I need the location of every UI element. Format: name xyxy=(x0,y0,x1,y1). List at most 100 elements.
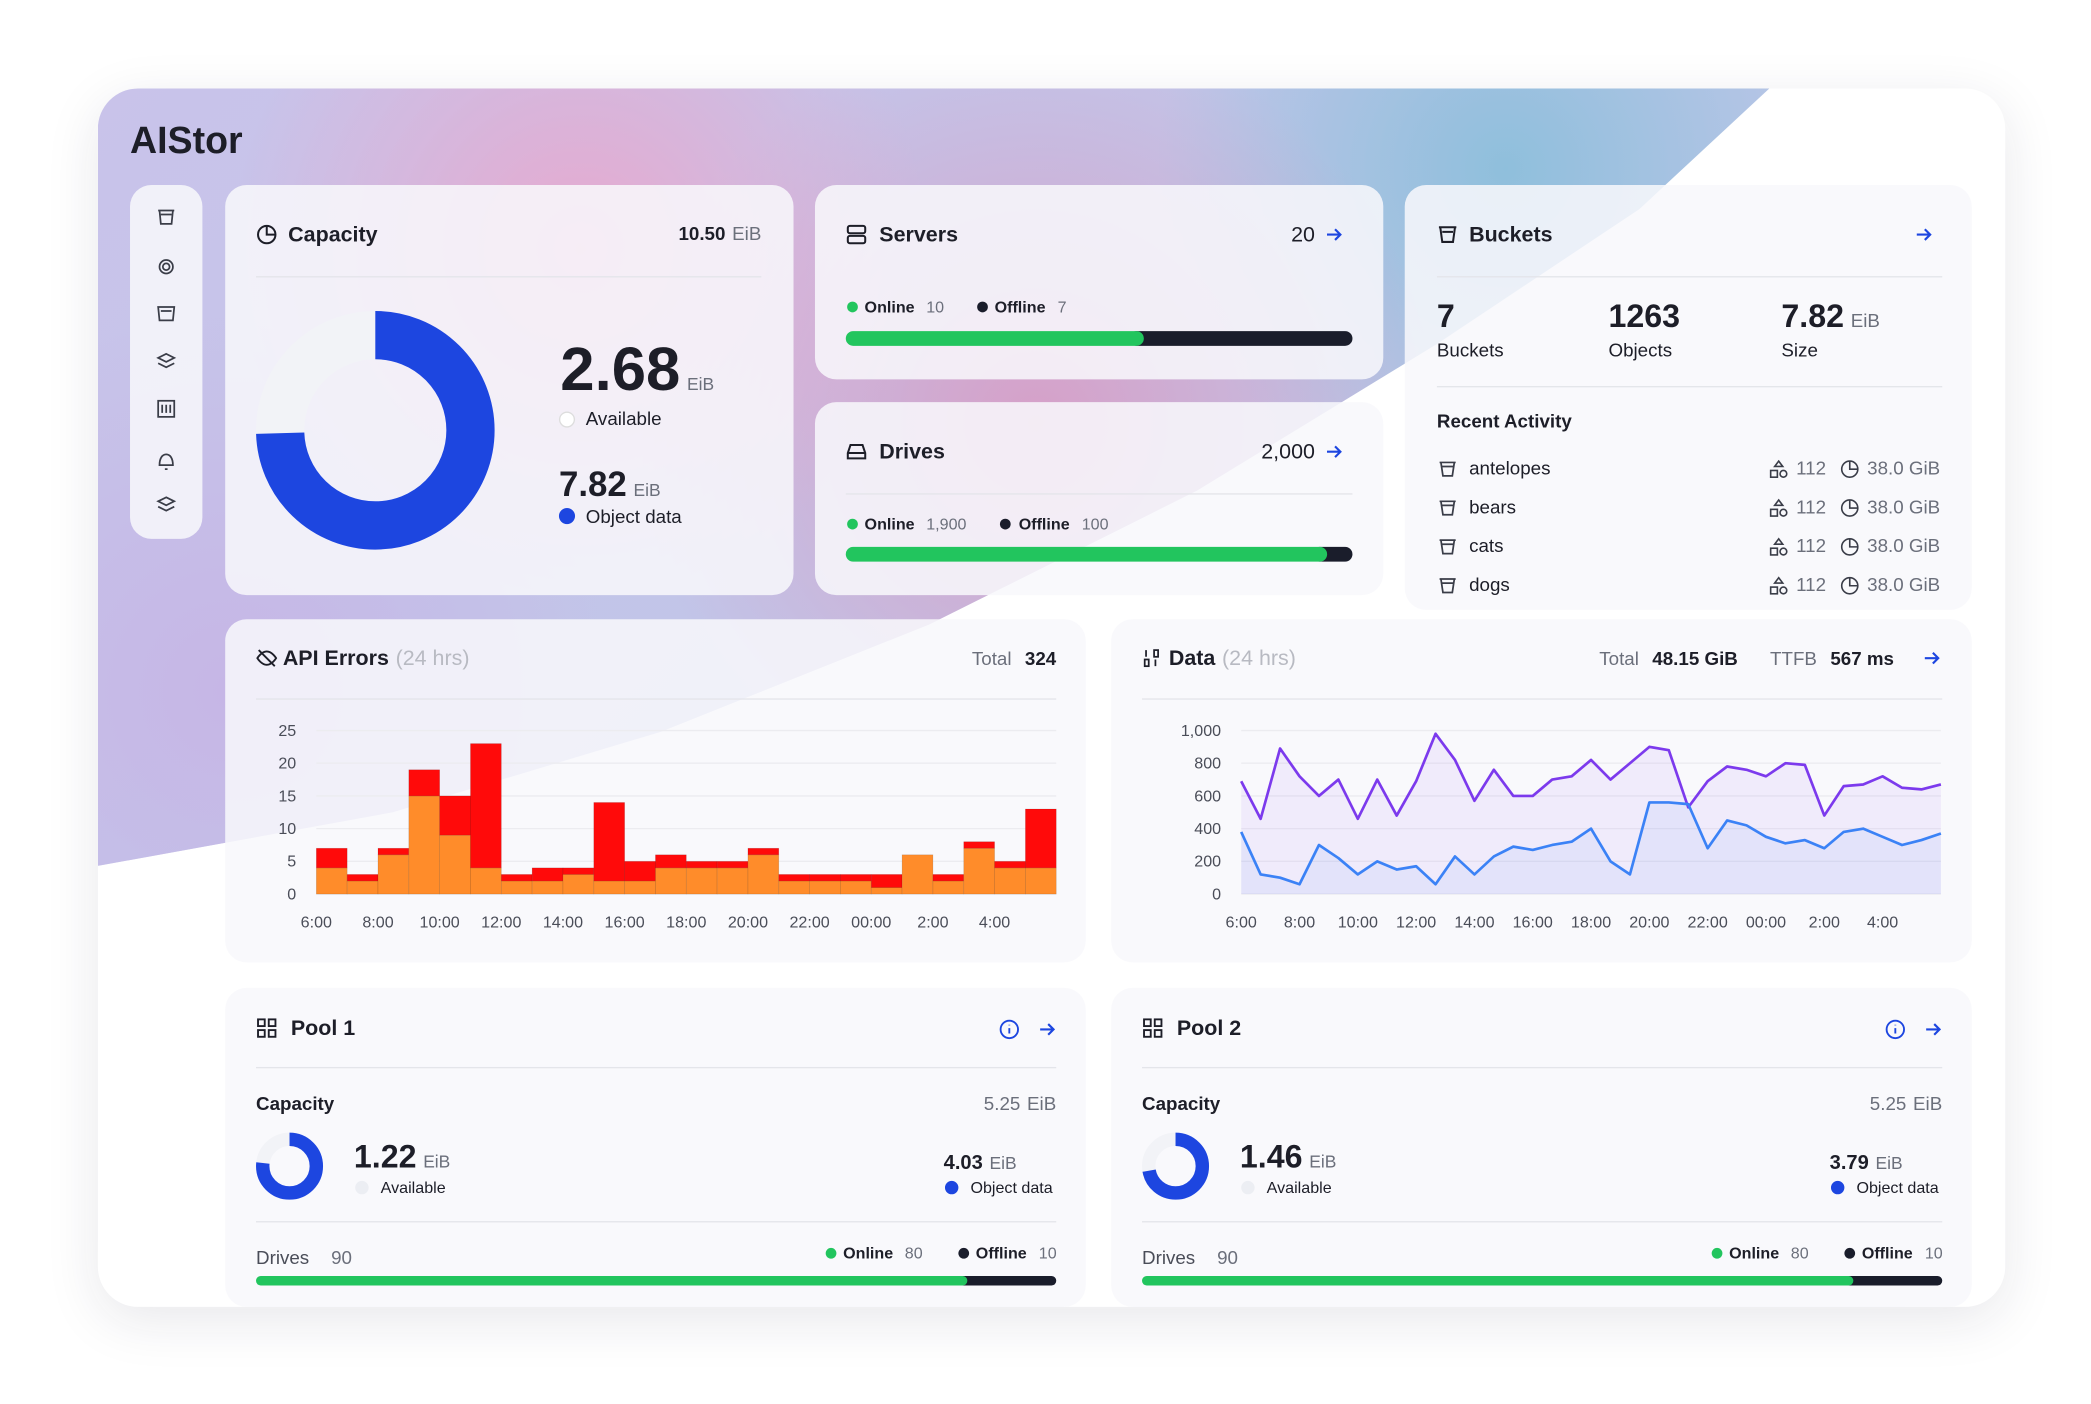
object-count: 112 xyxy=(1796,457,1827,479)
open-arrow[interactable] xyxy=(1037,1020,1056,1045)
bar-segment xyxy=(778,880,810,895)
bar-segment xyxy=(408,795,440,895)
x-tick-label: 8:00 xyxy=(362,914,393,932)
bar-segment xyxy=(1025,808,1057,869)
stat-label: Buckets xyxy=(1436,339,1504,361)
y-tick-label: 200 xyxy=(1194,853,1221,871)
size-icon xyxy=(1840,576,1859,601)
pool-icon xyxy=(1142,1017,1163,1045)
divider xyxy=(256,1066,1057,1069)
bar-segment xyxy=(439,834,471,895)
bucket-name: antelopes xyxy=(1469,457,1551,479)
stat-value: 1263 xyxy=(1608,298,1681,336)
bar-offline xyxy=(1129,331,1353,346)
card-title: Data (24 hrs) xyxy=(1169,646,1296,672)
period: (24 hrs) xyxy=(1222,647,1296,671)
available-stat: 1.46 EiB xyxy=(1240,1139,1336,1178)
open-arrow[interactable] xyxy=(1324,225,1343,244)
y-tick-label: 5 xyxy=(287,853,296,871)
open-arrow[interactable] xyxy=(1923,1020,1942,1045)
size-stat: 7.82 EiB xyxy=(1781,299,1880,338)
bar-segment xyxy=(840,874,872,882)
y-tick-label: 1,000 xyxy=(1181,722,1221,740)
bar-segment xyxy=(1025,867,1057,895)
open-arrow[interactable] xyxy=(1914,225,1933,244)
legend-dot xyxy=(1830,1180,1845,1195)
card-title: Pool 1 xyxy=(290,1017,356,1041)
objects-icon xyxy=(1769,537,1788,563)
divider xyxy=(256,1221,1057,1223)
legend-dot xyxy=(1711,1247,1723,1259)
bar-segment xyxy=(562,874,595,895)
legend-value: 7 xyxy=(1057,297,1067,317)
bucket-name: bears xyxy=(1469,495,1517,518)
legend-label: Object data xyxy=(1856,1178,1939,1197)
bucket-size: 38.0 GiB xyxy=(1867,573,1941,596)
total-value: 48.15 GiB xyxy=(1652,647,1738,669)
divider xyxy=(1142,698,1943,700)
bar-offline xyxy=(1843,1276,1943,1286)
x-tick-label: 22:00 xyxy=(789,914,829,932)
bar-segment xyxy=(870,887,903,895)
legend-dot xyxy=(558,508,576,525)
x-tick-label: 6:00 xyxy=(301,914,332,932)
y-tick-label: 600 xyxy=(1194,787,1221,805)
open-arrow[interactable] xyxy=(1324,442,1343,461)
card-title: Pool 2 xyxy=(1176,1017,1242,1041)
donut-object-data xyxy=(256,1132,324,1200)
x-tick-label: 2:00 xyxy=(917,914,948,932)
object-value: 4.03 xyxy=(943,1151,983,1175)
area xyxy=(1241,733,1941,895)
unit: EiB xyxy=(1875,1152,1903,1173)
legend-value: 80 xyxy=(904,1243,923,1263)
brand: AIStor xyxy=(130,119,243,161)
total-value: 5.25 xyxy=(983,1092,1021,1114)
unit: EiB xyxy=(1027,1092,1057,1114)
unit: EiB xyxy=(1309,1151,1337,1172)
bar-segment xyxy=(685,867,718,895)
object-count: 112 xyxy=(1796,573,1827,596)
legend-label: Online xyxy=(864,514,915,534)
bar-segment xyxy=(809,880,841,895)
bucket-icon xyxy=(1437,458,1458,486)
bar-offline xyxy=(957,1276,1057,1286)
x-tick-label: 14:00 xyxy=(543,914,583,932)
info-icon[interactable] xyxy=(999,1019,1020,1047)
bar-online xyxy=(845,331,1144,346)
servers-card xyxy=(814,184,1384,380)
y-tick-label: 25 xyxy=(278,722,296,740)
bucket-name: dogs xyxy=(1469,573,1510,596)
x-tick-label: 4:00 xyxy=(979,914,1010,932)
title: Data xyxy=(1168,647,1216,671)
bar-segment xyxy=(377,854,410,895)
data-card xyxy=(1111,619,1972,963)
legend-label: Online xyxy=(864,297,915,317)
x-tick-label: 10:00 xyxy=(420,914,460,932)
legend-label: Available xyxy=(585,407,662,429)
donut-available xyxy=(256,310,495,550)
bar-segment xyxy=(500,874,533,882)
card-title: Capacity xyxy=(288,223,378,247)
card-title: API Errors (24 hrs) xyxy=(283,646,470,672)
section-title: Capacity xyxy=(1142,1092,1221,1114)
legend-dot xyxy=(1844,1247,1856,1259)
info-icon[interactable] xyxy=(1885,1019,1906,1047)
servers-total: 20 xyxy=(1291,223,1315,247)
x-tick-label: 16:00 xyxy=(605,914,645,932)
drives-label: Drives xyxy=(256,1246,310,1269)
total-label: Total xyxy=(971,647,1012,669)
divider xyxy=(256,276,762,278)
legend-dot xyxy=(355,1180,369,1195)
api-errors-card xyxy=(225,619,1086,963)
available-value: 1.22 xyxy=(353,1139,417,1176)
x-tick-label: 14:00 xyxy=(1454,914,1494,932)
size-icon xyxy=(1840,538,1859,563)
ttfb-label: TTFB xyxy=(1770,647,1817,669)
sidebar-icons[interactable] xyxy=(130,185,202,539)
legend-dot xyxy=(944,1180,959,1195)
open-arrow[interactable] xyxy=(1922,649,1941,668)
bucket-size: 38.0 GiB xyxy=(1867,534,1941,557)
legend-value: 80 xyxy=(1790,1243,1809,1263)
title: API Errors xyxy=(282,647,389,671)
